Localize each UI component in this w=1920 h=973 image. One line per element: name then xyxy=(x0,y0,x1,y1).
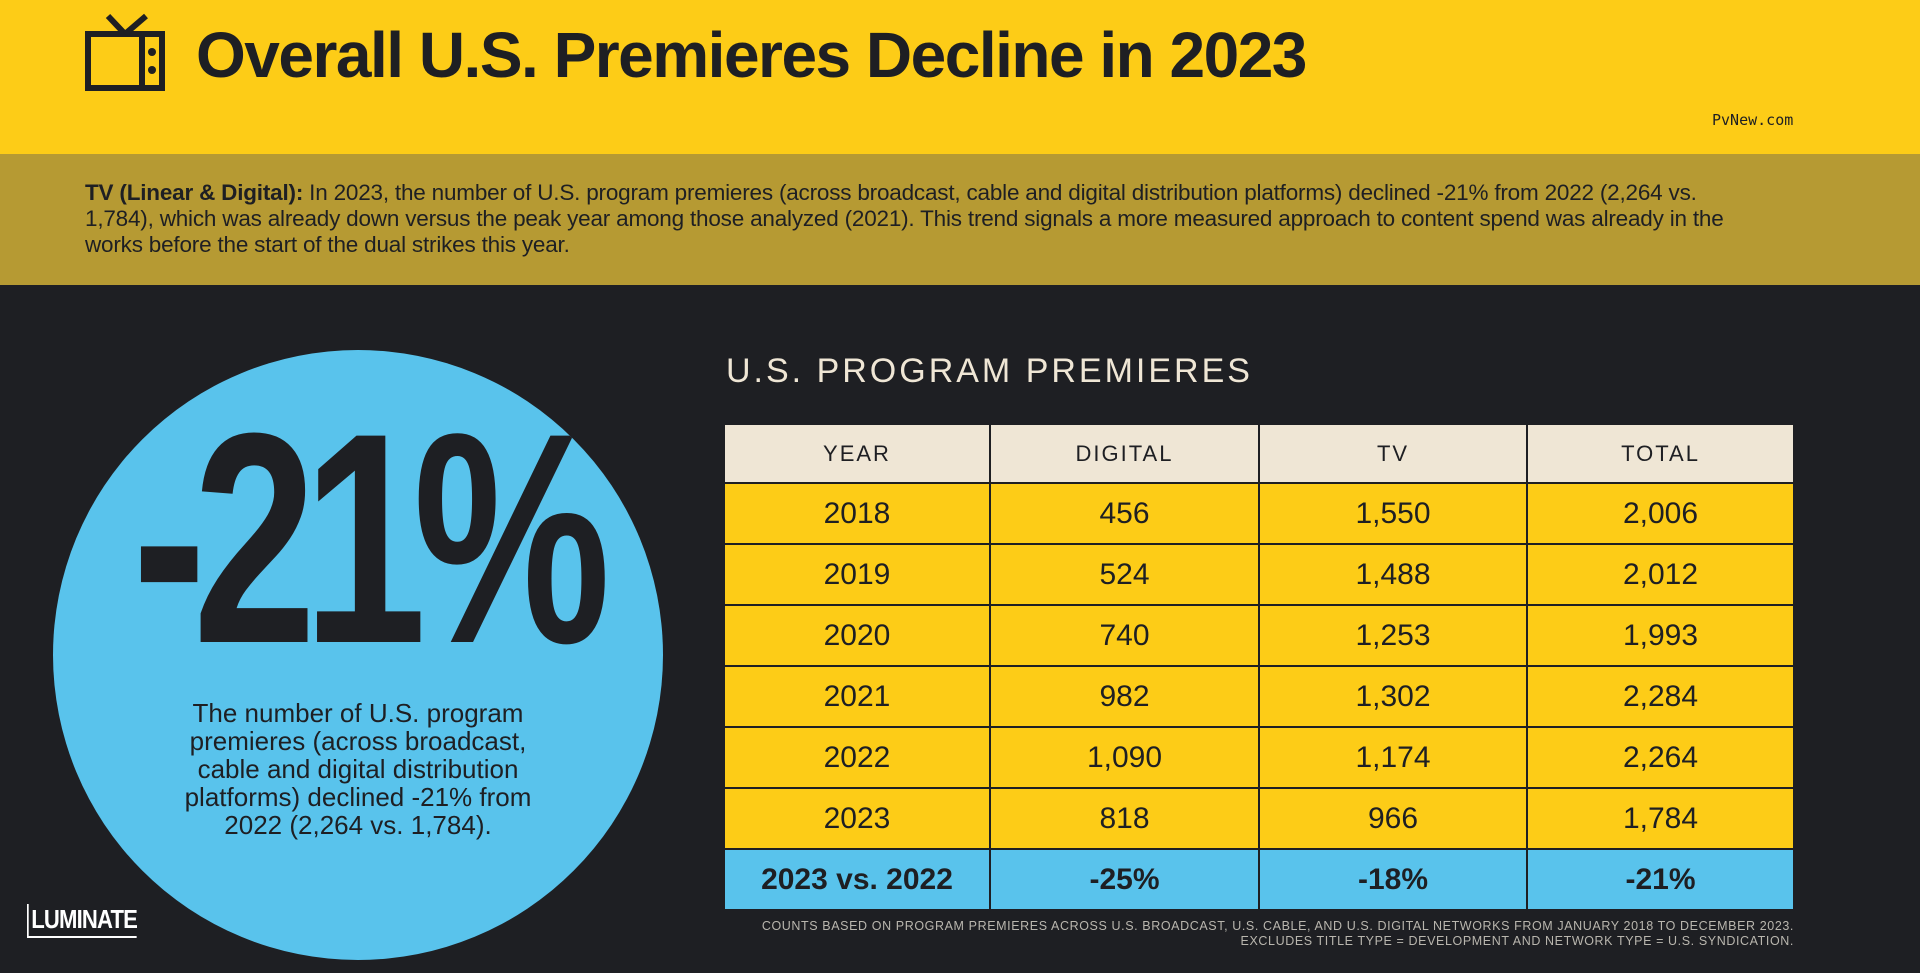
cell-value-2021-year: 2021 xyxy=(824,680,891,713)
table-cell-2018-total xyxy=(1526,482,1795,545)
summary-cell-digital xyxy=(989,848,1260,911)
footnote-line-2: EXCLUDES TITLE TYPE = DEVELOPMENT AND NE… xyxy=(1240,934,1794,948)
summary-value-digital: -25% xyxy=(1089,863,1159,896)
summary-value-tv: -18% xyxy=(1358,863,1428,896)
cell-value-2020-digital: 740 xyxy=(1099,619,1149,652)
table-cell-2019-total xyxy=(1526,543,1795,606)
summary-value-year: 2023 vs. 2022 xyxy=(761,863,953,896)
table-cell-2023-total xyxy=(1526,787,1795,850)
footnote-line-1: COUNTS BASED ON PROGRAM PREMIERES ACROSS… xyxy=(761,919,1794,933)
cell-value-2019-digital: 524 xyxy=(1099,558,1149,591)
table-cell-2018-digital xyxy=(989,482,1260,545)
cell-value-2020-tv: 1,253 xyxy=(1355,619,1430,652)
table-cell-2020-total xyxy=(1526,604,1795,667)
column-header-digital: DIGITAL xyxy=(1076,441,1174,466)
cell-value-2018-digital: 456 xyxy=(1099,497,1149,530)
table-cell-2021-digital xyxy=(989,665,1260,728)
cell-value-2021-total: 2,284 xyxy=(1623,680,1698,713)
cell-value-2019-year: 2019 xyxy=(824,558,891,591)
stat-description: The number of U.S. program premieres (ac… xyxy=(184,698,532,840)
cell-value-2023-total: 1,784 xyxy=(1623,802,1698,835)
cell-value-2021-digital: 982 xyxy=(1099,680,1149,713)
table-cell-2022-tv xyxy=(1258,726,1528,789)
header-cell-year xyxy=(723,423,991,484)
cell-value-2018-total: 2,006 xyxy=(1623,497,1698,530)
column-header-total: TOTAL xyxy=(1621,441,1700,466)
table-cell-2022-total xyxy=(1526,726,1795,789)
cell-value-2023-tv: 966 xyxy=(1368,802,1418,835)
table-cell-2023-digital xyxy=(989,787,1260,850)
summary-cell-year xyxy=(723,848,991,911)
cell-value-2020-year: 2020 xyxy=(824,619,891,652)
stat-circle: -21% The number of U.S. program premiere… xyxy=(53,350,663,960)
cell-value-2021-tv: 1,302 xyxy=(1355,680,1430,713)
table-cell-2023-year xyxy=(723,787,991,850)
summary-cell-tv xyxy=(1258,848,1528,911)
intro-paragraph: TV (Linear & Digital): In 2023, the numb… xyxy=(85,180,1725,258)
cell-value-2022-total: 2,264 xyxy=(1623,741,1698,774)
page-title: Overall U.S. Premieres Decline in 2023 xyxy=(196,19,1307,91)
intro-lead: TV (Linear & Digital): xyxy=(85,180,304,205)
column-header-tv: TV xyxy=(1377,441,1409,466)
summary-value-total: -21% xyxy=(1625,863,1695,896)
cell-value-2019-total: 2,012 xyxy=(1623,558,1698,591)
cell-value-2023-year: 2023 xyxy=(824,802,891,835)
cell-value-2019-tv: 1,488 xyxy=(1355,558,1430,591)
summary-cell-total xyxy=(1526,848,1795,911)
cell-value-2023-digital: 818 xyxy=(1099,802,1149,835)
table-title: U.S. PROGRAM PREMIERES xyxy=(726,352,1253,390)
table-cell-2020-digital xyxy=(989,604,1260,667)
cell-value-2018-year: 2018 xyxy=(824,497,891,530)
column-header-year: YEAR xyxy=(823,441,891,466)
footnote: COUNTS BASED ON PROGRAM PREMIERES ACROSS… xyxy=(600,919,1794,949)
intro-body: In 2023, the number of U.S. program prem… xyxy=(85,180,1724,257)
header-cell-digital xyxy=(989,423,1260,484)
cell-value-2022-tv: 1,174 xyxy=(1355,741,1430,774)
table-cell-2019-tv xyxy=(1258,543,1528,606)
table-cell-2021-tv xyxy=(1258,665,1528,728)
table-cell-2018-year xyxy=(723,482,991,545)
cell-value-2020-total: 1,993 xyxy=(1623,619,1698,652)
header-banner: Overall U.S. Premieres Decline in 2023 P… xyxy=(0,0,1920,154)
tv-icon xyxy=(85,13,165,91)
luminate-logo: LUMINATE xyxy=(27,904,138,938)
big-stat-value: -21% xyxy=(132,370,610,706)
table-cell-2021-total xyxy=(1526,665,1795,728)
cell-value-2022-digital: 1,090 xyxy=(1087,741,1162,774)
table-cell-2020-tv xyxy=(1258,604,1528,667)
cell-value-2022-year: 2022 xyxy=(824,741,891,774)
table-cell-2019-year xyxy=(723,543,991,606)
table-cell-2022-year xyxy=(723,726,991,789)
intro-band: TV (Linear & Digital): In 2023, the numb… xyxy=(0,154,1920,285)
cell-value-2018-tv: 1,550 xyxy=(1355,497,1430,530)
watermark: PvNew.com xyxy=(1712,111,1794,129)
header-cell-total xyxy=(1526,423,1795,484)
